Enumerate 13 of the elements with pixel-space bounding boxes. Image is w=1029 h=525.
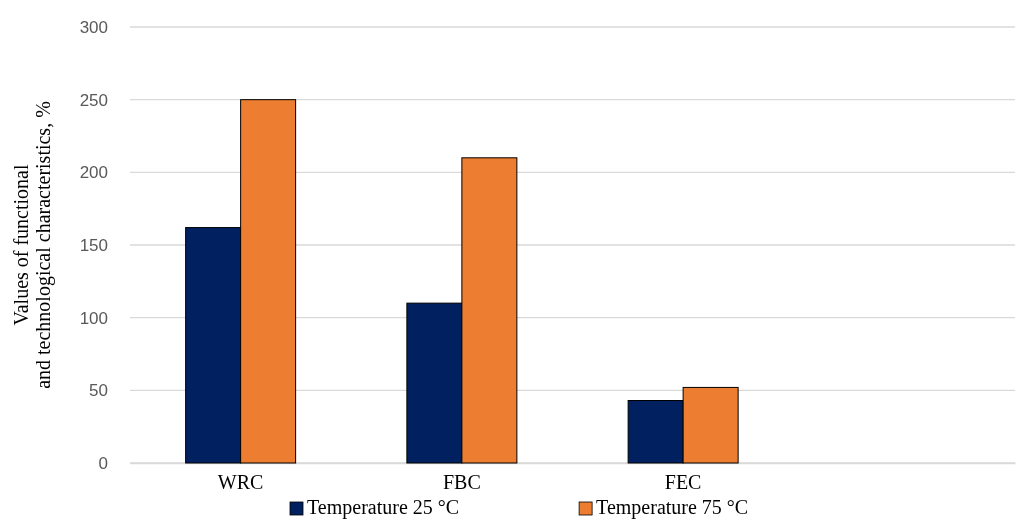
y-tick-label: 150 xyxy=(79,235,108,255)
x-tick-label: WRC xyxy=(217,471,264,494)
legend-label: Temperature 25 °C xyxy=(307,496,460,519)
x-tick-label: FEC xyxy=(664,471,702,494)
y-axis-title: Values of functional and technological characteristics, % xyxy=(10,101,55,389)
y-tick-label: 200 xyxy=(79,163,108,183)
x-tick-label: FBC xyxy=(442,471,481,494)
y-tick-label: 100 xyxy=(79,308,108,328)
y-tick-label: 0 xyxy=(98,453,108,473)
legend-label: Temperature 75 °C xyxy=(596,496,749,519)
y-tick-label: 50 xyxy=(89,381,108,401)
y-tick-label: 250 xyxy=(79,90,108,110)
y-tick-label: 300 xyxy=(79,17,108,37)
